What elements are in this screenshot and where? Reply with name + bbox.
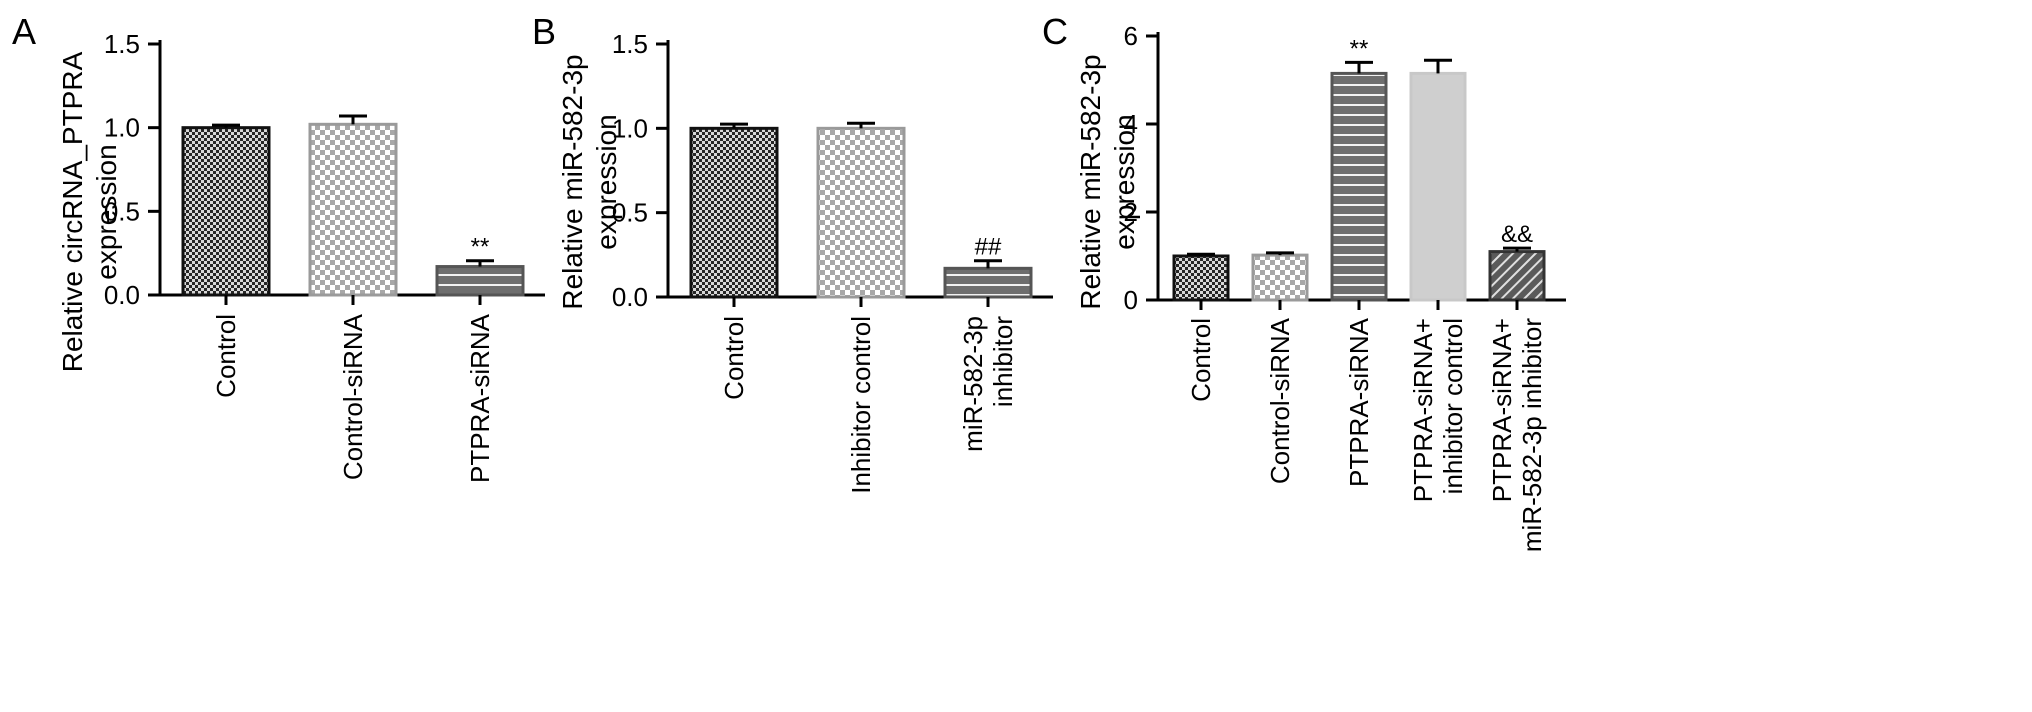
x-tick-label: miR-582-3p xyxy=(958,316,988,452)
panel-a: A Relative circRNA_PTPRA expression 0.00… xyxy=(12,11,545,483)
x-tick-label: PTPRA-siRNA xyxy=(465,313,495,483)
y-tick-label: 6 xyxy=(1124,21,1138,51)
y-tick-label: 0.0 xyxy=(104,280,140,310)
significance-label: ** xyxy=(1350,35,1369,62)
x-tick-label: Control xyxy=(719,316,749,400)
bar xyxy=(689,126,779,299)
bar xyxy=(816,126,906,299)
y-axis-title-line-1: Relative miR-582-3p xyxy=(557,54,588,309)
bar xyxy=(1172,254,1230,302)
x-tick-label: Control xyxy=(1186,318,1216,402)
y-tick-label: 1.0 xyxy=(612,113,648,143)
x-tick-label: PTPRA-siRNA xyxy=(1344,317,1374,487)
significance-label: && xyxy=(1501,221,1533,248)
y-axis-title-line-2: expression xyxy=(1109,114,1140,249)
significance-label: ## xyxy=(975,234,1002,261)
bar xyxy=(435,265,525,297)
panel-b: B Relative miR-582-3p expression 0.0 0.5 1… xyxy=(532,11,1053,494)
y-tick-label: 1.5 xyxy=(612,29,648,59)
x-tick-label: PTPRA-siRNA+ xyxy=(1408,318,1438,502)
x-tick-label: inhibitor control xyxy=(1438,318,1468,494)
y-tick-label: 4 xyxy=(1124,109,1138,139)
plot: 0 2 4 6 Control Control-siRNA ** PTPRA-siRNA PTP… xyxy=(1124,21,1566,552)
panel-c: C Relative miR-582-3p expression 0 2 4 6 Con… xyxy=(1042,11,1566,552)
significance-label: ** xyxy=(471,234,490,261)
bar xyxy=(1251,253,1309,302)
panel-letter: C xyxy=(1042,11,1068,52)
y-axis-title-line-1: Relative circRNA_PTPRA xyxy=(57,51,88,372)
bar xyxy=(308,122,398,297)
x-tick-label: inhibitor xyxy=(988,316,1018,407)
bar xyxy=(1409,71,1467,302)
plot: 0.0 0.5 1.0 1.5 Control Inhibitor control ## mi… xyxy=(612,29,1053,494)
x-tick-label: PTPRA-siRNA+ xyxy=(1487,318,1517,502)
bar xyxy=(943,266,1033,299)
y-axis-title-line-2: expression xyxy=(591,114,622,249)
x-tick-label: Inhibitor control xyxy=(846,316,876,494)
y-tick-label: 1.0 xyxy=(104,113,140,143)
y-tick-label: 0.0 xyxy=(612,282,648,312)
x-tick-label: miR-582-3p inhibitor xyxy=(1517,318,1547,552)
x-tick-label: Control-siRNA xyxy=(338,313,368,480)
y-tick-label: 0 xyxy=(1124,285,1138,315)
y-axis-title-line-1: Relative miR-582-3p xyxy=(1075,54,1106,309)
x-tick-label: Control-siRNA xyxy=(1265,317,1295,484)
bar xyxy=(181,126,271,297)
bar xyxy=(1330,71,1388,302)
panel-letter: B xyxy=(532,11,556,52)
y-tick-label: 0.5 xyxy=(612,198,648,228)
y-axis-title-line-2: expression xyxy=(91,144,122,279)
bar xyxy=(1488,250,1546,302)
y-tick-label: 2 xyxy=(1124,197,1138,227)
y-tick-label: 0.5 xyxy=(104,196,140,226)
x-tick-label: Control xyxy=(211,314,241,398)
plot: 0.0 0.5 1.0 1.5 Control Control-siRNA ** PTPRA-… xyxy=(104,29,545,483)
panel-letter: A xyxy=(12,11,36,52)
y-tick-label: 1.5 xyxy=(104,29,140,59)
